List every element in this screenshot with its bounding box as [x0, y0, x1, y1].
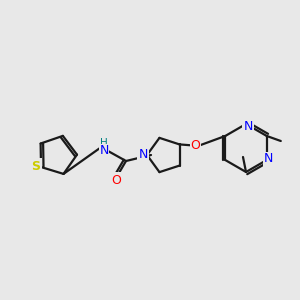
Text: O: O	[111, 173, 121, 187]
Text: N: N	[99, 145, 109, 158]
Text: N: N	[264, 152, 274, 166]
Text: H: H	[100, 138, 108, 148]
Text: N: N	[138, 148, 148, 161]
Text: O: O	[190, 139, 200, 152]
Text: S: S	[32, 160, 40, 172]
Text: N: N	[243, 119, 253, 133]
